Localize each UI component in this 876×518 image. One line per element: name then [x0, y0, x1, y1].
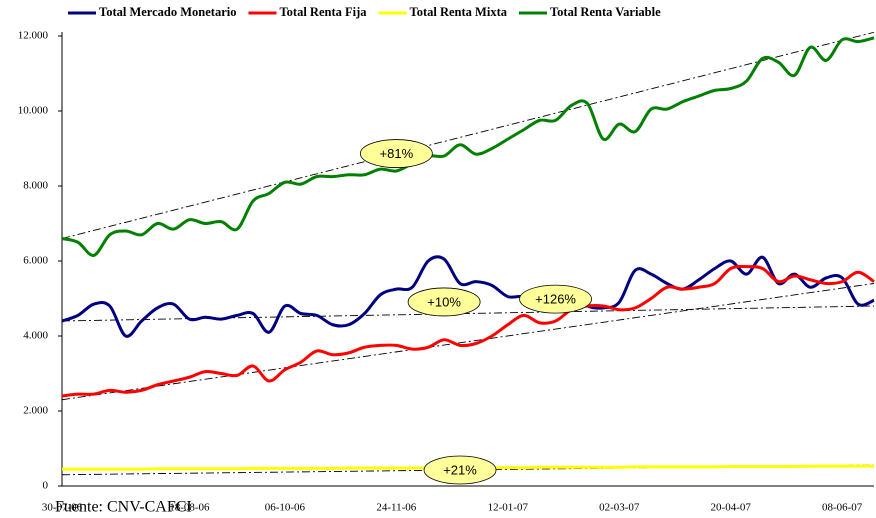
- trend-line: [61, 31, 875, 239]
- series-line: [61, 264, 875, 398]
- trend-badge: [519, 284, 592, 314]
- y-tick-label: 4.000: [23, 330, 48, 342]
- y-tick-label: 12.000: [18, 30, 49, 42]
- x-tick-label: 08-06-07: [822, 502, 863, 514]
- series-line: [61, 255, 875, 338]
- trend-label: +81%: [380, 146, 414, 161]
- legend-label: Total Renta Variable: [550, 5, 661, 19]
- x-tick-label: 20-04-07: [711, 502, 752, 514]
- x-tick-label: 24-11-06: [376, 502, 416, 514]
- trend-badge: [407, 287, 481, 317]
- y-tick-label: 6.000: [23, 255, 48, 267]
- legend-label: Total Renta Fija: [279, 5, 367, 19]
- x-tick-label: 06-10-06: [265, 502, 306, 514]
- y-tick-label: 0: [43, 480, 49, 492]
- x-tick-label: 12-01-07: [488, 502, 529, 514]
- trend-label: +10%: [427, 294, 461, 309]
- legend-label: Total Mercado Monetario: [99, 5, 236, 19]
- x-tick-label: 18-08-06: [169, 502, 210, 514]
- trend-label: +21%: [443, 462, 477, 477]
- y-tick-label: 10.000: [18, 105, 49, 117]
- trend-line: [61, 283, 875, 401]
- trend-badge: [359, 139, 433, 168]
- y-tick-label: 8.000: [23, 180, 48, 192]
- trend-label: +126%: [535, 292, 576, 307]
- x-tick-label: 30-07-06: [42, 502, 83, 514]
- source-note: Fuente: CNV-CAFCI: [55, 499, 192, 516]
- y-tick-label: 2.000: [23, 405, 48, 417]
- x-tick-label: 02-03-07: [599, 502, 640, 514]
- trend-badge: [423, 455, 497, 485]
- series-line: [61, 36, 875, 257]
- legend-label: Total Renta Mixta: [410, 5, 508, 19]
